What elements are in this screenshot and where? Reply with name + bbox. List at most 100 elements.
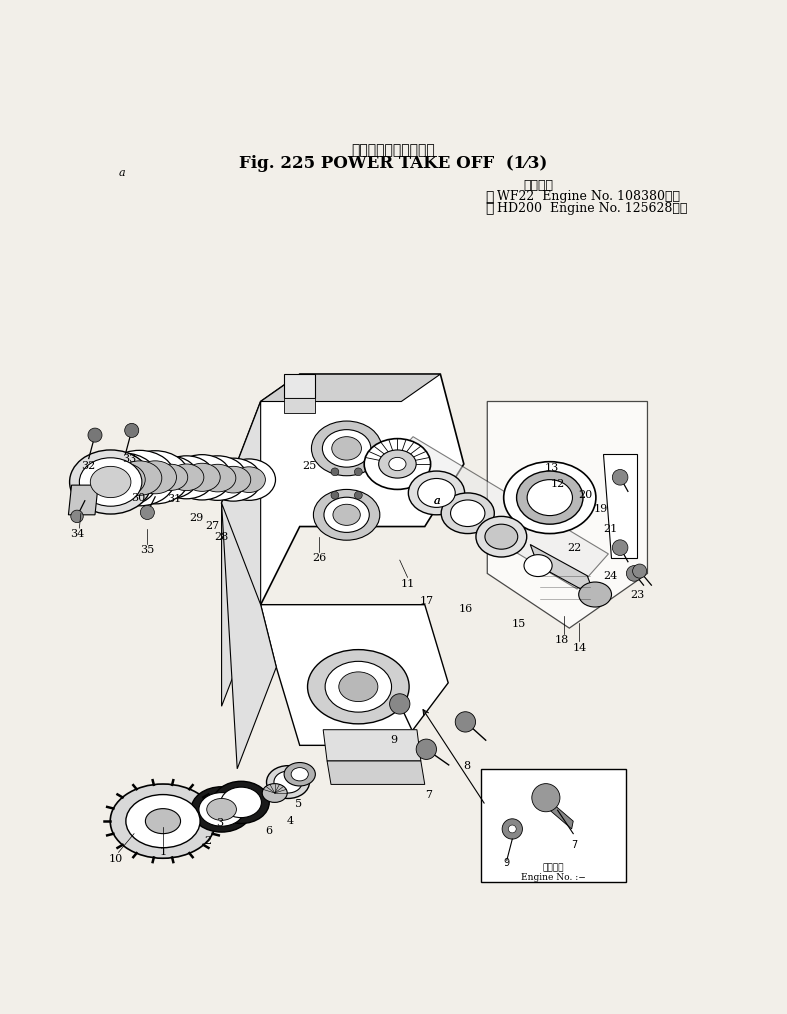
Circle shape [354,492,362,499]
Ellipse shape [172,454,231,500]
Text: 35: 35 [140,545,154,555]
Ellipse shape [199,793,244,826]
Text: a: a [433,496,440,506]
Text: 7: 7 [571,840,578,850]
Text: パワー　テーク　オフ: パワー テーク オフ [352,143,435,157]
Polygon shape [260,604,449,745]
Polygon shape [530,545,595,597]
Text: HD200  Engine No. 125628～）: HD200 Engine No. 125628～） [497,202,687,215]
Ellipse shape [102,463,146,496]
Ellipse shape [527,480,572,515]
Ellipse shape [333,504,360,525]
Text: 17: 17 [419,596,434,605]
Ellipse shape [450,500,485,526]
Ellipse shape [379,450,416,478]
Circle shape [331,467,338,476]
Text: 21: 21 [604,524,618,534]
Polygon shape [487,402,648,628]
Ellipse shape [308,650,409,724]
Text: （: （ [486,202,494,216]
Polygon shape [260,374,441,402]
Ellipse shape [223,459,275,500]
Polygon shape [222,374,464,604]
Text: 8: 8 [464,762,471,772]
Text: 22: 22 [567,542,582,553]
Text: 30: 30 [131,493,146,503]
Text: 27: 27 [205,521,220,530]
Ellipse shape [284,763,316,786]
Text: 5: 5 [294,799,301,809]
Ellipse shape [188,456,247,500]
Text: WF22  Engine No. 108380～）: WF22 Engine No. 108380～） [497,191,680,203]
Text: 16: 16 [458,603,472,613]
Ellipse shape [389,457,406,470]
Text: 26: 26 [312,553,327,563]
Text: 6: 6 [265,825,272,836]
Circle shape [124,424,139,437]
Text: 7: 7 [425,790,432,800]
Ellipse shape [508,825,516,832]
Text: 32: 32 [82,461,96,472]
Polygon shape [323,730,421,760]
Ellipse shape [205,458,261,501]
Ellipse shape [134,460,176,494]
Circle shape [532,784,560,812]
Text: Engine No. :−: Engine No. :− [520,873,586,882]
Ellipse shape [110,784,216,858]
Ellipse shape [117,461,162,495]
Circle shape [502,818,523,840]
Ellipse shape [69,450,152,514]
Circle shape [354,467,362,476]
Text: 24: 24 [604,571,618,581]
Ellipse shape [146,808,180,834]
Ellipse shape [207,798,236,820]
Polygon shape [327,760,425,785]
Text: 11: 11 [401,579,415,588]
Ellipse shape [200,464,236,492]
Text: Fig. 225 POWER TAKE OFF  (1⁄3): Fig. 225 POWER TAKE OFF (1⁄3) [239,155,548,172]
Ellipse shape [578,582,611,607]
Ellipse shape [143,456,198,499]
Circle shape [331,492,338,499]
Ellipse shape [418,479,455,507]
Ellipse shape [274,771,302,793]
Text: （: （ [486,190,494,204]
Ellipse shape [191,787,252,832]
Ellipse shape [332,437,361,460]
Text: 適用号機: 適用号機 [542,864,563,872]
Ellipse shape [90,453,158,506]
Ellipse shape [291,768,309,781]
Text: 25: 25 [302,461,316,472]
Circle shape [626,566,642,581]
Ellipse shape [313,490,380,540]
Circle shape [71,510,83,522]
Ellipse shape [262,784,287,802]
Text: 2: 2 [205,836,212,846]
Ellipse shape [158,456,215,499]
Text: 13: 13 [545,463,559,473]
Circle shape [612,539,628,556]
Ellipse shape [184,463,220,492]
Ellipse shape [442,493,494,533]
Ellipse shape [364,439,430,490]
Ellipse shape [516,472,583,524]
Polygon shape [68,485,98,515]
Ellipse shape [338,672,378,702]
Text: 10: 10 [109,854,124,864]
Text: a: a [118,167,125,177]
Ellipse shape [312,421,382,476]
Ellipse shape [267,766,309,798]
Ellipse shape [169,464,204,491]
Text: 20: 20 [578,491,592,500]
Polygon shape [545,798,573,829]
Polygon shape [603,454,637,558]
Text: 34: 34 [70,529,84,539]
Text: 33: 33 [122,453,136,463]
Circle shape [633,564,647,578]
Polygon shape [222,503,276,769]
Ellipse shape [408,472,464,515]
Ellipse shape [324,497,369,532]
Bar [481,769,626,882]
Ellipse shape [120,451,190,504]
Text: a: a [433,496,440,506]
